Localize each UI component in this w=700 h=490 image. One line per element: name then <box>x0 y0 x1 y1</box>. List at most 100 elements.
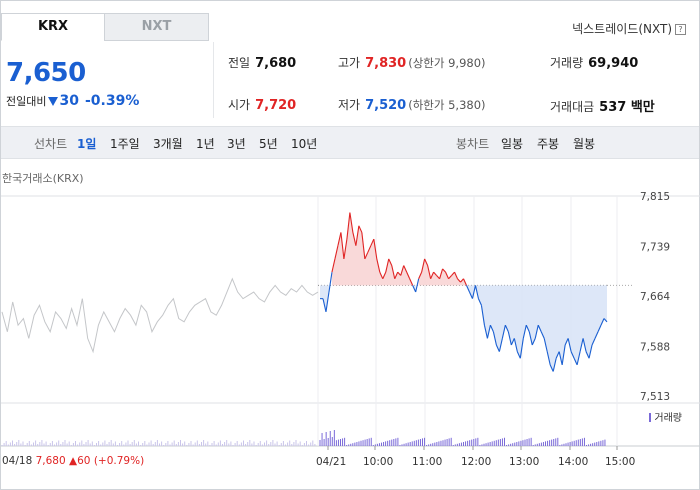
series-today-segment <box>474 285 479 299</box>
x-tick-label: 12:00 <box>461 456 491 468</box>
candle-weekly[interactable]: 주봉 <box>537 137 560 151</box>
x-tick-label: 13:00 <box>509 456 539 468</box>
series-today-segment <box>567 338 572 352</box>
stat-low: 저가 7,520 (하한가 5,380) <box>338 98 486 113</box>
period-1y[interactable]: 1년 <box>196 137 215 151</box>
series-today-segment <box>325 291 330 312</box>
series-today-segment <box>460 278 464 283</box>
y-tick-label: 7,739 <box>640 241 670 253</box>
period-3m[interactable]: 3개월 <box>153 137 183 151</box>
candle-monthly[interactable]: 월봉 <box>573 137 596 151</box>
series-today-segment <box>400 265 405 276</box>
candle-daily[interactable]: 일봉 <box>501 137 524 151</box>
series-today-segment <box>346 212 351 240</box>
series-today-segment <box>334 245 339 260</box>
series-today-segment <box>486 325 491 339</box>
series-today-segment <box>534 325 539 339</box>
series-today-segment <box>582 338 587 352</box>
series-today-segment <box>477 298 482 306</box>
period-10y[interactable]: 10년 <box>291 137 318 151</box>
series-today-segment <box>555 351 560 359</box>
series-prev-day-line <box>1 277 319 354</box>
series-today-segment <box>480 305 485 326</box>
series-today-segment <box>603 318 608 323</box>
series-today-segment <box>462 278 467 286</box>
price-change: 전일대비 30 -0.39% <box>6 93 139 109</box>
series-today-segment <box>501 325 506 339</box>
series-today-segment <box>364 252 369 260</box>
series-today-segment <box>510 338 515 346</box>
series-today-segment <box>489 324 494 332</box>
series-today-segment <box>436 275 440 280</box>
line-chart-label: 선차트 <box>34 137 68 151</box>
series-today-segment <box>594 331 599 339</box>
x-tick-label: 14:00 <box>558 456 588 468</box>
series-today-segment <box>382 271 387 280</box>
y-tick-label: 7,588 <box>640 341 670 353</box>
x-tick-label: 04/21 <box>316 456 346 468</box>
series-today-segment <box>418 271 423 280</box>
series-today-segment <box>600 318 605 326</box>
series-today-segment <box>552 358 557 372</box>
series-today-segment <box>355 225 360 246</box>
series-today-segment <box>597 324 602 332</box>
up-arrow-icon: ▲ <box>69 455 78 467</box>
prev-day-info: 04/18 7,680 ▲60 (+0.79%) <box>2 455 144 467</box>
period-1d[interactable]: 1일 <box>77 137 97 151</box>
series-today-segment <box>558 351 563 365</box>
series-today-segment <box>322 298 327 313</box>
series-today-segment <box>573 358 578 366</box>
current-price: 7,650 <box>6 58 86 88</box>
series-today-segment <box>433 271 438 276</box>
stat-open: 시가 7,720 <box>228 98 297 113</box>
series-today-segment <box>471 285 476 299</box>
nxt-link[interactable]: 넥스트레이드(NXT)? <box>572 20 686 37</box>
prev-day-change: 60 <box>77 455 91 467</box>
series-today-segment <box>385 258 390 273</box>
change-percent: -0.39% <box>84 93 140 109</box>
change-label: 전일대비 <box>6 95 47 108</box>
nxt-link-label[interactable]: 넥스트레이드(NXT) <box>572 22 672 36</box>
series-today-segment <box>483 325 488 339</box>
series-today-segment <box>451 271 455 276</box>
series-today-segment <box>427 265 432 279</box>
down-arrow-icon <box>48 97 59 106</box>
stat-prev-close: 전일 7,680 <box>228 56 297 71</box>
stat-volume: 거래량 69,940 <box>550 56 639 71</box>
series-today-segment <box>564 338 569 346</box>
x-tick-label: 15:00 <box>605 456 635 468</box>
series-today-segment <box>412 285 417 293</box>
series-today-segment <box>570 351 575 359</box>
series-today-segment <box>424 258 429 266</box>
series-today-segment <box>343 238 348 259</box>
series-today-segment <box>394 271 399 280</box>
period-3y[interactable]: 3년 <box>227 137 246 151</box>
stat-turnover: 거래대금 537 백만 <box>550 100 655 115</box>
series-today-segment <box>454 271 459 280</box>
series-today-segment <box>561 344 566 365</box>
period-5y[interactable]: 5년 <box>259 137 278 151</box>
series-today-segment <box>352 232 357 246</box>
series-today-segment <box>445 271 450 280</box>
series-today-segment <box>391 265 396 279</box>
help-icon[interactable]: ? <box>675 24 686 35</box>
series-today-segment <box>531 338 536 346</box>
series-today-segment <box>328 272 333 293</box>
series-today-segment <box>540 331 545 339</box>
tab-nxt[interactable]: NXT <box>104 13 209 41</box>
series-today-segment <box>340 232 345 259</box>
period-1w[interactable]: 1주일 <box>110 137 140 151</box>
series-today-segment <box>370 238 375 246</box>
series-today-segment <box>504 324 509 332</box>
series-today-segment <box>585 351 590 359</box>
series-today-segment <box>498 338 503 352</box>
series-today-segment <box>549 364 554 372</box>
series-today-segment <box>331 258 336 273</box>
series-today-segment <box>525 324 530 332</box>
series-today-segment <box>421 258 426 273</box>
series-today-segment <box>448 275 452 280</box>
tab-krx[interactable]: KRX <box>1 13 105 41</box>
series-today-segment <box>397 271 402 276</box>
series-today-segment <box>519 338 524 359</box>
